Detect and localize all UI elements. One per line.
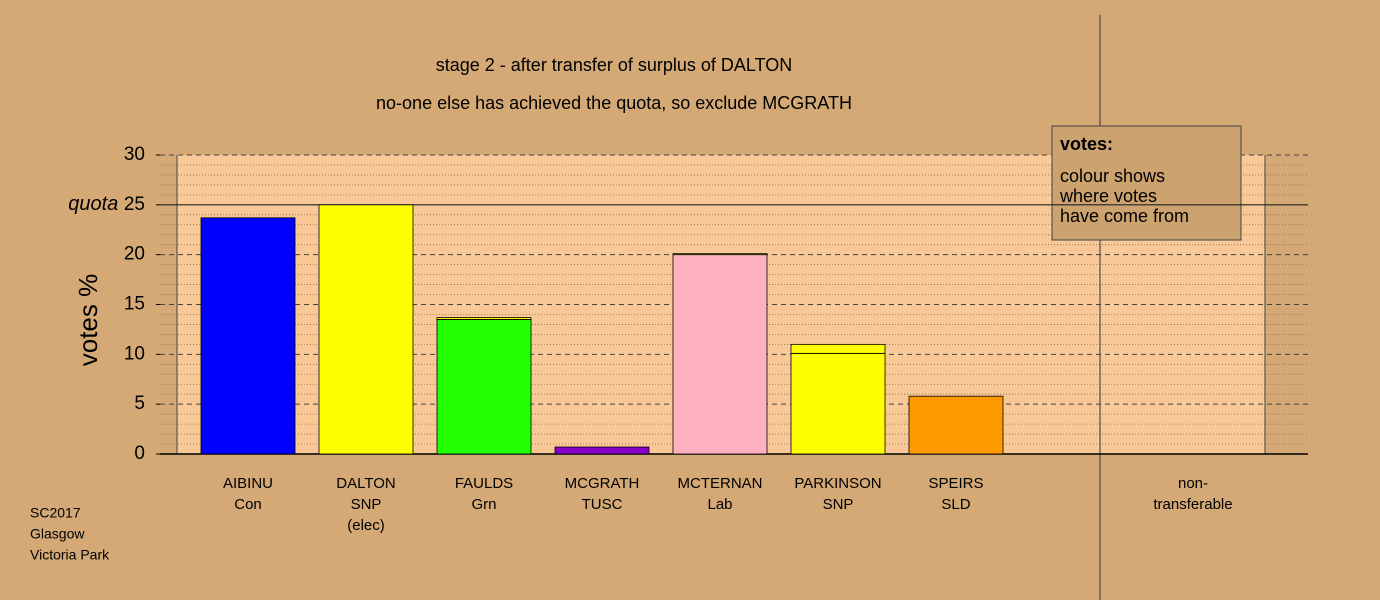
chart-subtitle: no-one else has achieved the quota, so e… [376, 93, 852, 113]
x-tick-label: TUSC [582, 496, 623, 513]
x-tick-label: transferable [1153, 496, 1232, 513]
x-tick-label: DALTON [336, 475, 395, 492]
bar-segment [318, 204, 414, 455]
footer-text: SC2017 [30, 505, 81, 521]
footer-text: Victoria Park [30, 547, 110, 563]
legend-box [1051, 125, 1242, 241]
x-tick-label: SNP [823, 496, 854, 513]
x-tick-label: MCGRATH [565, 475, 640, 492]
y-axis-label: votes % [73, 274, 103, 367]
bar-segment [200, 217, 296, 455]
y-tick-label: 10 [124, 343, 145, 364]
y-tick-label: 20 [124, 244, 145, 265]
x-tick-label: SNP [351, 496, 382, 513]
legend-title: votes: [1060, 134, 1113, 154]
x-tick-label: Con [234, 496, 262, 513]
bar-segment [790, 352, 886, 455]
bar-segment [672, 254, 768, 455]
x-tick-label: MCTERNAN [678, 475, 763, 492]
x-tick-label: Grn [471, 496, 496, 513]
x-tick-label: SLD [941, 496, 970, 513]
x-tick-label: (elec) [347, 517, 385, 534]
y-tick-label: 5 [134, 393, 145, 414]
bar-segment [908, 395, 1004, 455]
bar-segment [554, 446, 650, 455]
x-tick-label: non- [1178, 475, 1208, 492]
footer-text: Glasgow [30, 526, 85, 542]
x-tick-label: Lab [707, 496, 732, 513]
bar-segment [436, 317, 532, 320]
y-tick-label: 0 [134, 443, 145, 464]
legend-text: colour shows [1060, 166, 1165, 186]
bar-segment [672, 253, 768, 256]
x-tick-label: SPEIRS [928, 475, 983, 492]
bar-segment [790, 343, 886, 354]
legend-text: have come from [1060, 206, 1189, 226]
x-tick-label: PARKINSON [794, 475, 881, 492]
legend-text: where votes [1059, 186, 1157, 206]
bar-segment [436, 319, 532, 455]
x-tick-label: AIBINU [223, 475, 273, 492]
y-tick-label: 30 [124, 144, 145, 165]
y-tick-label: 15 [124, 294, 145, 315]
x-tick-label: FAULDS [455, 475, 513, 492]
chart-title: stage 2 - after transfer of surplus of D… [436, 55, 792, 75]
y-tick-label: quota 25 [68, 193, 145, 215]
